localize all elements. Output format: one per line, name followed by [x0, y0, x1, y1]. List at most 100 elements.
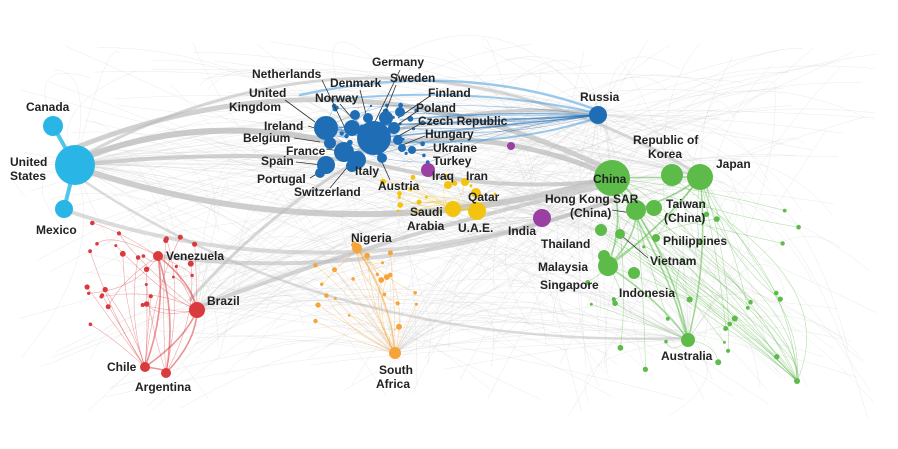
faint-edge [196, 49, 780, 311]
latam-edge [144, 284, 148, 368]
faint-edge [50, 193, 396, 354]
asia-oceania-edge [669, 175, 798, 382]
faint-edge [84, 119, 689, 341]
faint-edge [74, 51, 120, 166]
faint-edge [89, 308, 198, 361]
africa-edge [356, 247, 416, 294]
label-taiwan-2: (China) [664, 211, 705, 225]
faint-edge [597, 114, 849, 352]
node-chile [140, 362, 150, 372]
label-portugal: Portugal [257, 172, 306, 186]
africa-edge [381, 277, 396, 354]
asia-hub-link [607, 265, 689, 341]
faint-edge [541, 206, 726, 350]
europe-minor-node [398, 102, 403, 108]
node-nz [794, 378, 800, 384]
latam-edge [133, 257, 146, 368]
label-singapore: Singapore [540, 278, 599, 292]
latam-minor-node [163, 237, 169, 243]
node-brazil [189, 302, 205, 318]
faint-edge [144, 213, 396, 354]
label-canada: Canada [26, 100, 70, 114]
node-norway [350, 110, 360, 120]
faint-edge [74, 113, 551, 166]
asia-edge [611, 177, 624, 348]
faint-edge [486, 114, 599, 311]
node-south-africa [389, 347, 401, 359]
faint-edge [20, 217, 543, 319]
asia-oceania-edge [684, 208, 798, 382]
faint-edge [193, 52, 701, 178]
faint-edge [196, 255, 483, 311]
asia-hub-link [687, 176, 704, 341]
europe-edge [406, 114, 599, 154]
label-nigeria: Nigeria [351, 231, 392, 245]
faint-edge [74, 164, 495, 393]
faint-edge [224, 340, 396, 376]
faint-edge [394, 329, 823, 357]
faint-edge [120, 143, 361, 194]
node-ukraine [408, 146, 416, 154]
node-finland [395, 107, 405, 117]
asia-minor-node [585, 280, 591, 285]
faint-edge [479, 273, 689, 341]
faint-edge [464, 82, 863, 206]
mideast-minor-node [424, 195, 428, 199]
africa-minor-node [333, 297, 337, 300]
faint-edge [196, 176, 701, 345]
mideast-minor-node [397, 195, 401, 199]
europe-minor-node [339, 131, 344, 136]
label-hong-kong-1: Hong Kong SAR [545, 192, 639, 206]
faint-edge [480, 208, 689, 341]
latam-minor-node [190, 273, 194, 278]
asia-minor-node [782, 208, 787, 213]
asia-oceania-edge [653, 278, 798, 382]
faint-edge [195, 335, 396, 354]
faint-edge [214, 60, 599, 116]
leader-uk [284, 99, 316, 123]
latam-minor-node [116, 231, 122, 236]
node-taiwan [646, 200, 662, 216]
faint-edge [184, 204, 466, 359]
label-uae: U.A.E. [458, 221, 493, 235]
asia-minor-node [780, 241, 785, 246]
node-poland [388, 122, 400, 134]
latam-edge [104, 289, 146, 368]
asia-oceania-edge [690, 276, 799, 382]
faint-edge [359, 144, 877, 314]
label-brazil: Brazil [207, 294, 240, 308]
latam-minor-node [172, 275, 175, 279]
faint-edge [74, 164, 391, 265]
faint-edge [198, 162, 701, 265]
faint-edge [464, 110, 718, 206]
asia-oceania-edge [614, 173, 798, 382]
leader-belgium [293, 137, 321, 143]
africa-minor-node [381, 261, 384, 265]
faint-edge [95, 149, 689, 341]
label-russia: Russia [580, 90, 620, 104]
latam-minor-node [87, 291, 91, 295]
label-argentina: Argentina [135, 380, 191, 394]
faint-edge [246, 141, 396, 354]
latam-edge [101, 295, 146, 368]
faint-edge [443, 339, 689, 370]
node-denmark [363, 113, 373, 123]
latam-minor-node [192, 241, 198, 247]
node-hong-kong [626, 200, 646, 220]
label-switzerland: Switzerland [294, 185, 361, 199]
node-sweden [379, 111, 393, 125]
minor-nodes [84, 102, 801, 372]
leader-denmark [359, 89, 368, 119]
faint-edge [464, 204, 778, 375]
latam-minor-node [141, 254, 146, 258]
faint-edge [74, 164, 517, 349]
latam-minor-node [174, 264, 178, 269]
arc-us-europe [75, 127, 348, 163]
label-hungary: Hungary [425, 127, 474, 141]
asia-oceania-edge [676, 239, 798, 382]
faint-edge [170, 84, 396, 354]
asia-edge [699, 176, 729, 351]
latam-minor-node [84, 284, 90, 290]
latam-minor-node [143, 266, 150, 272]
faint-edge [541, 192, 871, 272]
